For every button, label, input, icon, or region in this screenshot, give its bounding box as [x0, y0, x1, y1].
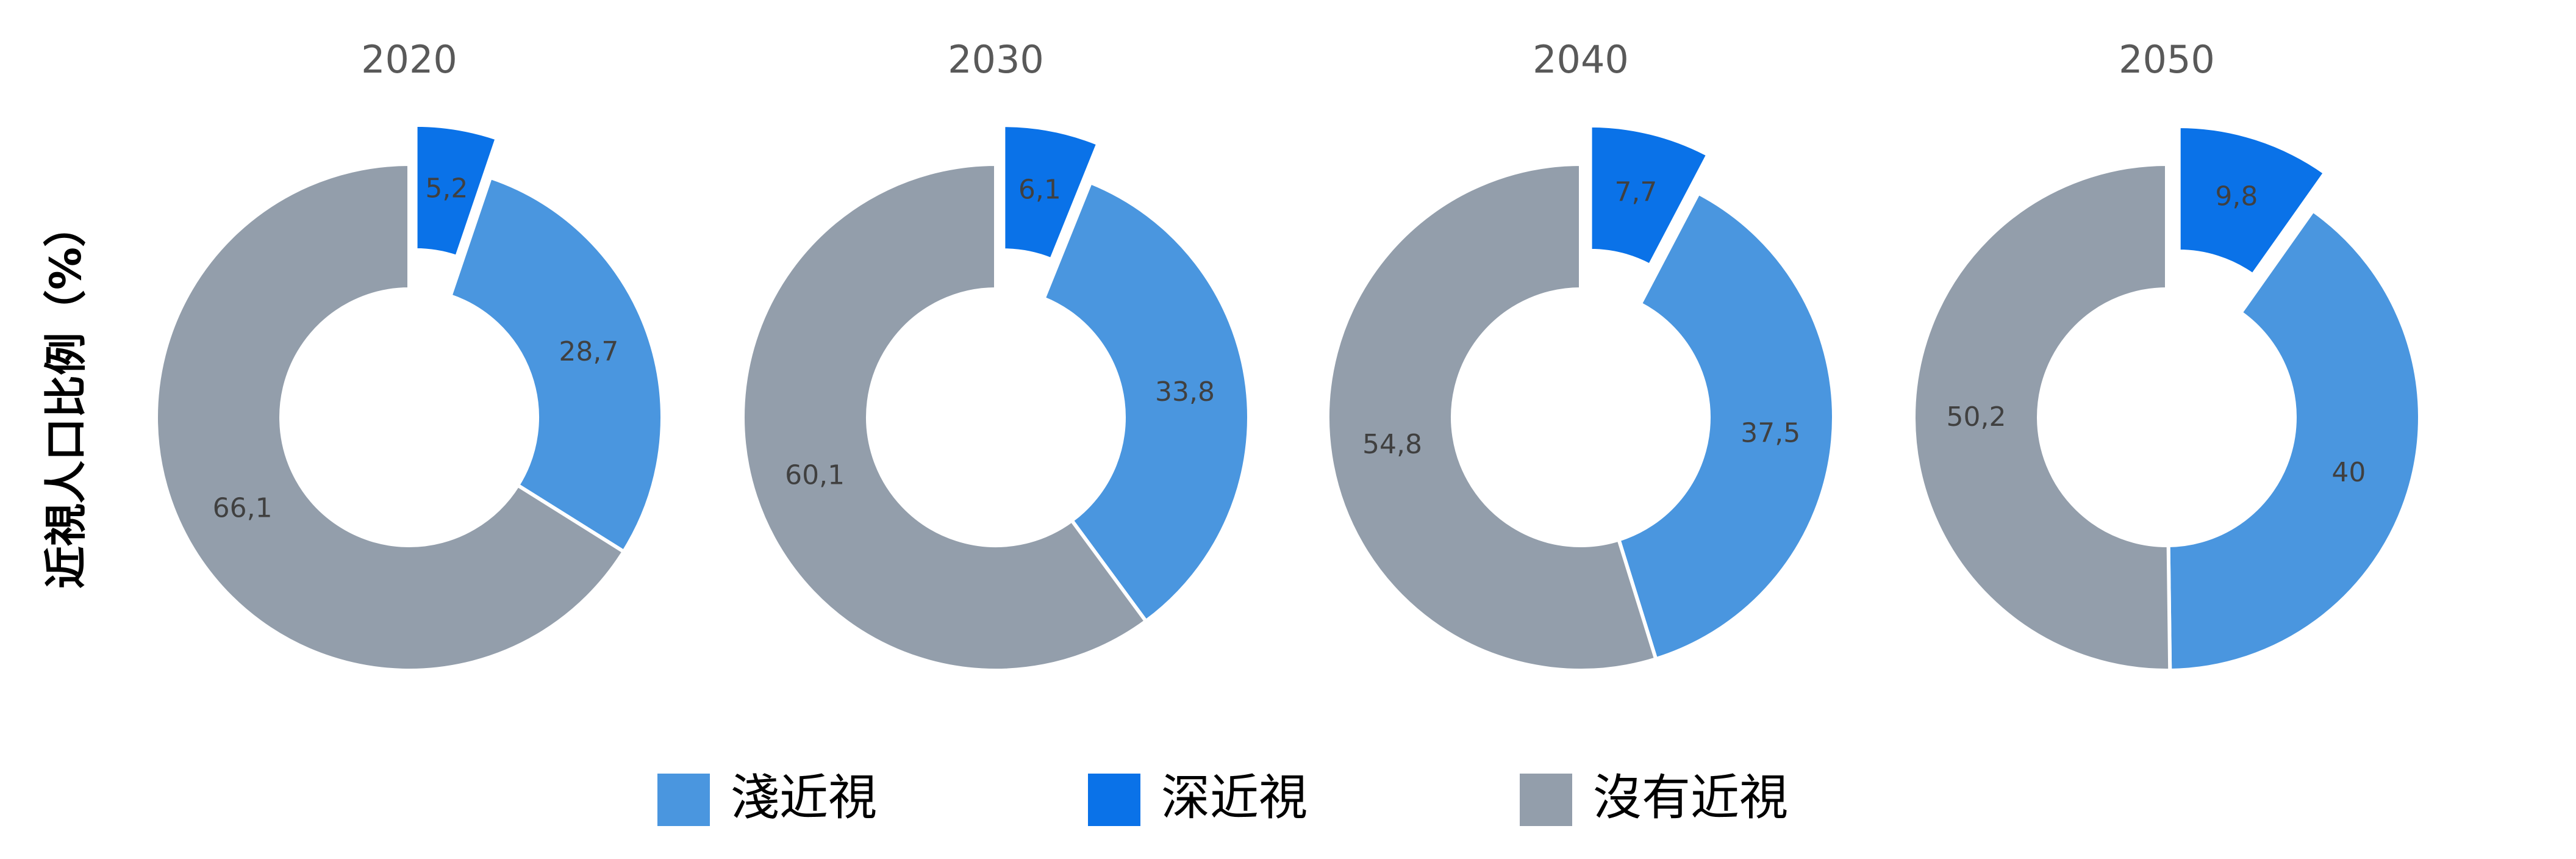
donut-segment: [741, 162, 1149, 672]
legend-label: 淺近視: [731, 769, 877, 826]
data-label: 54,8: [1362, 429, 1422, 460]
donut-segment: [2166, 208, 2422, 673]
donut-segment: [1588, 123, 1711, 268]
data-label: 33,8: [1155, 376, 1215, 408]
chart-title: 2040: [1533, 37, 1629, 82]
data-label: 40: [2331, 457, 2366, 488]
chart-title: 2050: [2119, 37, 2215, 82]
donut-segment: [1001, 123, 1101, 262]
donut-segment: [1041, 180, 1251, 624]
chart-title: 2030: [948, 37, 1044, 82]
donut-segment: [1912, 162, 2172, 672]
chart-title: 2020: [361, 37, 457, 82]
legend-swatch: [1088, 774, 1140, 826]
donut-segment: [2177, 124, 2328, 278]
legend-label: 深近視: [1161, 769, 1308, 826]
donut-segment: [413, 123, 499, 259]
data-label: 7,7: [1614, 176, 1657, 207]
legend-swatch: [657, 774, 710, 826]
data-label: 50,2: [1947, 401, 2006, 433]
data-label: 66,1: [213, 492, 273, 523]
data-label: 28,7: [559, 336, 618, 367]
donut-segment: [1616, 190, 1836, 662]
data-label: 37,5: [1741, 417, 1800, 448]
data-label: 60,1: [785, 460, 845, 491]
donut-segment: [1326, 162, 1659, 672]
data-label: 9,8: [2215, 181, 2258, 212]
y-axis-label: 近視人口比例（%）: [41, 204, 91, 589]
donut-segment: [154, 162, 626, 672]
legend-label: 沒有近視: [1593, 769, 1788, 826]
legend-swatch: [1520, 774, 1572, 826]
donut-segment: [448, 175, 665, 555]
data-label: 6,1: [1018, 174, 1061, 205]
data-label: 5,2: [425, 173, 468, 204]
